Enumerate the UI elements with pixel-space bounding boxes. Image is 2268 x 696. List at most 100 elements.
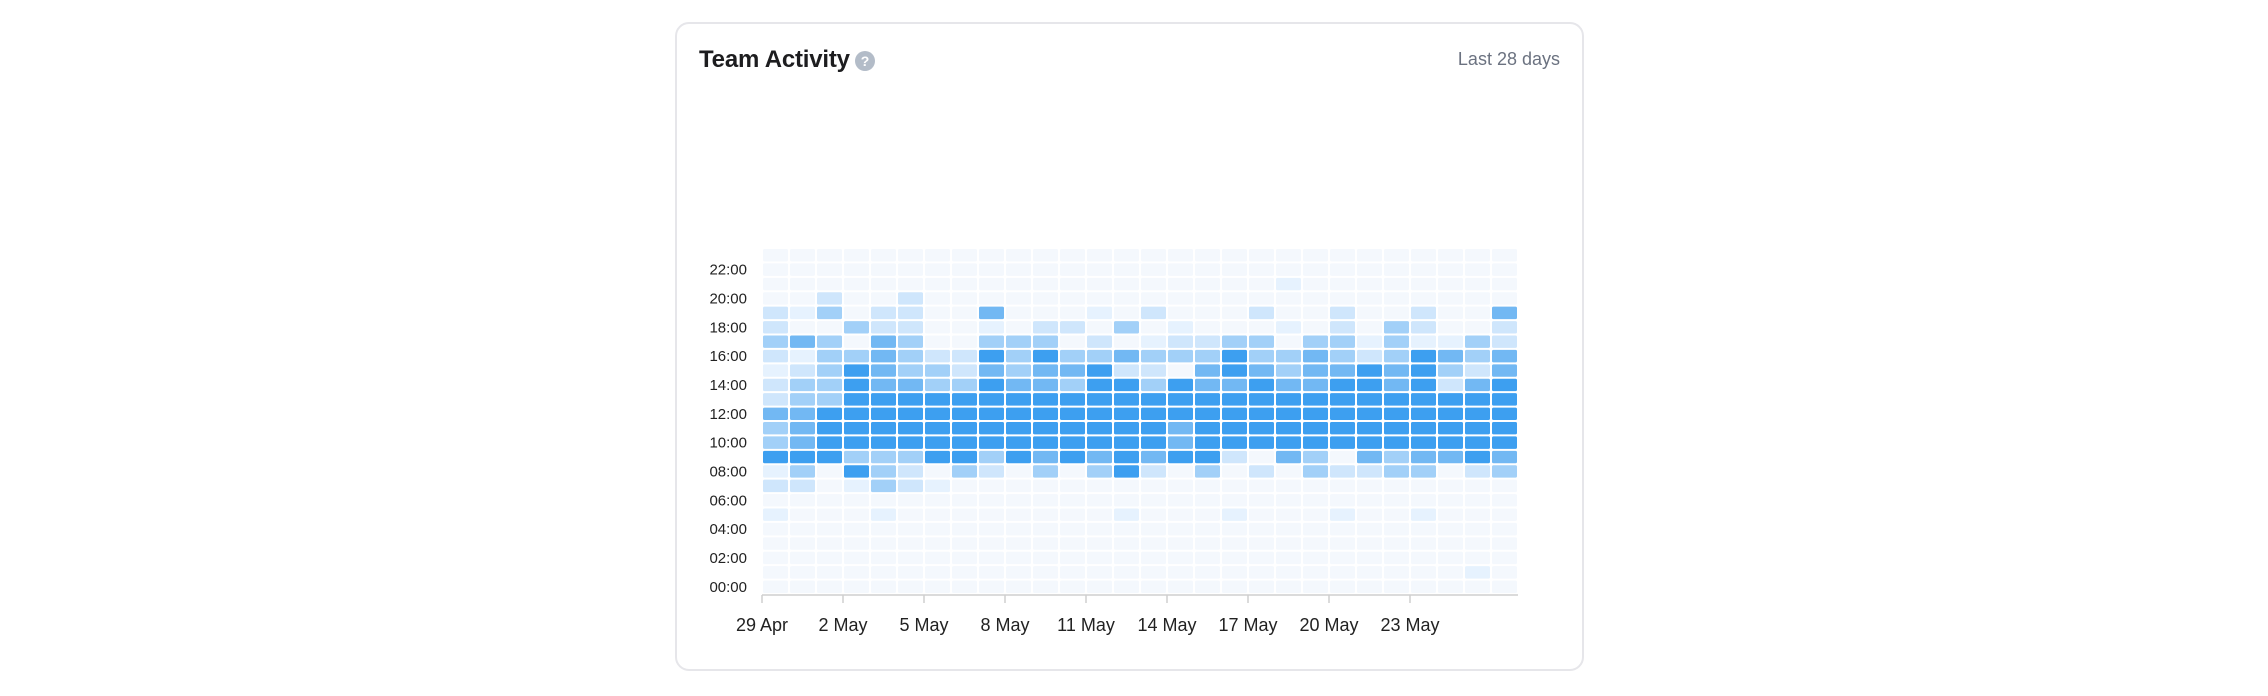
- heatmap-cell[interactable]: [1465, 249, 1490, 262]
- heatmap-cell[interactable]: [1222, 494, 1247, 507]
- heatmap-cell[interactable]: [790, 393, 815, 406]
- heatmap-cell[interactable]: [898, 436, 923, 449]
- heatmap-cell[interactable]: [1276, 566, 1301, 579]
- heatmap-cell[interactable]: [763, 436, 788, 449]
- heatmap-cell[interactable]: [979, 277, 1004, 291]
- heatmap-cell[interactable]: [1195, 479, 1220, 493]
- heatmap-cell[interactable]: [1006, 494, 1031, 507]
- heatmap-cell[interactable]: [1222, 335, 1247, 348]
- heatmap-cell[interactable]: [979, 263, 1004, 276]
- heatmap-cell[interactable]: [1006, 566, 1031, 579]
- heatmap-cell[interactable]: [1357, 508, 1382, 521]
- heatmap-cell[interactable]: [1087, 263, 1112, 276]
- heatmap-cell[interactable]: [1249, 306, 1274, 320]
- heatmap-cell[interactable]: [1492, 378, 1517, 392]
- heatmap-cell[interactable]: [844, 263, 869, 276]
- heatmap-cell[interactable]: [1249, 277, 1274, 291]
- heatmap-cell[interactable]: [952, 393, 977, 406]
- heatmap-cell[interactable]: [763, 508, 788, 521]
- heatmap-cell[interactable]: [1222, 566, 1247, 579]
- heatmap-cell[interactable]: [1465, 494, 1490, 507]
- heatmap-cell[interactable]: [844, 407, 869, 420]
- heatmap-cell[interactable]: [1384, 364, 1409, 377]
- heatmap-cell[interactable]: [871, 551, 896, 565]
- heatmap-cell[interactable]: [1141, 378, 1166, 392]
- heatmap-cell[interactable]: [1141, 292, 1166, 305]
- heatmap-cell[interactable]: [1357, 306, 1382, 320]
- heatmap-cell[interactable]: [844, 321, 869, 334]
- heatmap-cell[interactable]: [817, 349, 842, 363]
- heatmap-cell[interactable]: [1168, 277, 1193, 291]
- heatmap-cell[interactable]: [1087, 335, 1112, 348]
- heatmap-cell[interactable]: [1303, 436, 1328, 449]
- heatmap-cell[interactable]: [1114, 436, 1139, 449]
- heatmap-cell[interactable]: [898, 378, 923, 392]
- heatmap-cell[interactable]: [898, 335, 923, 348]
- heatmap-cell[interactable]: [1465, 522, 1490, 536]
- heatmap-cell[interactable]: [790, 422, 815, 435]
- heatmap-cell[interactable]: [844, 551, 869, 565]
- heatmap-cell[interactable]: [790, 450, 815, 464]
- heatmap-cell[interactable]: [817, 407, 842, 420]
- heatmap-cell[interactable]: [1249, 263, 1274, 276]
- heatmap-cell[interactable]: [1222, 292, 1247, 305]
- heatmap-cell[interactable]: [817, 465, 842, 478]
- heatmap-cell[interactable]: [1168, 306, 1193, 320]
- question-circle-icon[interactable]: ?: [855, 51, 875, 71]
- heatmap-cell[interactable]: [1438, 393, 1463, 406]
- heatmap-cell[interactable]: [763, 407, 788, 420]
- heatmap-cell[interactable]: [790, 580, 815, 593]
- heatmap-cell[interactable]: [817, 249, 842, 262]
- heatmap-cell[interactable]: [844, 566, 869, 579]
- heatmap-cell[interactable]: [1384, 393, 1409, 406]
- heatmap-cell[interactable]: [1411, 407, 1436, 420]
- heatmap-cell[interactable]: [817, 494, 842, 507]
- heatmap-cell[interactable]: [979, 393, 1004, 406]
- heatmap-cell[interactable]: [1060, 349, 1085, 363]
- heatmap-cell[interactable]: [1357, 566, 1382, 579]
- heatmap-cell[interactable]: [1114, 249, 1139, 262]
- heatmap-cell[interactable]: [1087, 537, 1112, 550]
- heatmap-cell[interactable]: [1357, 349, 1382, 363]
- heatmap-cell[interactable]: [1060, 335, 1085, 348]
- heatmap-cell[interactable]: [898, 277, 923, 291]
- heatmap-cell[interactable]: [1492, 263, 1517, 276]
- heatmap-cell[interactable]: [1303, 551, 1328, 565]
- heatmap-cell[interactable]: [1141, 450, 1166, 464]
- heatmap-cell[interactable]: [1195, 494, 1220, 507]
- heatmap-cell[interactable]: [1060, 407, 1085, 420]
- heatmap-cell[interactable]: [844, 494, 869, 507]
- heatmap-cell[interactable]: [1060, 450, 1085, 464]
- heatmap-cell[interactable]: [925, 306, 950, 320]
- heatmap-cell[interactable]: [1303, 537, 1328, 550]
- heatmap-cell[interactable]: [763, 292, 788, 305]
- heatmap-cell[interactable]: [1249, 393, 1274, 406]
- heatmap-cell[interactable]: [790, 494, 815, 507]
- heatmap-cell[interactable]: [817, 422, 842, 435]
- heatmap-cell[interactable]: [844, 335, 869, 348]
- heatmap-cell[interactable]: [871, 407, 896, 420]
- heatmap-cell[interactable]: [817, 537, 842, 550]
- heatmap-cell[interactable]: [1114, 335, 1139, 348]
- heatmap-cell[interactable]: [1276, 551, 1301, 565]
- heatmap-cell[interactable]: [1438, 335, 1463, 348]
- heatmap-cell[interactable]: [1033, 393, 1058, 406]
- heatmap-cell[interactable]: [1060, 580, 1085, 593]
- heatmap-cell[interactable]: [1141, 551, 1166, 565]
- heatmap-cell[interactable]: [1141, 249, 1166, 262]
- heatmap-cell[interactable]: [925, 494, 950, 507]
- heatmap-cell[interactable]: [763, 349, 788, 363]
- heatmap-cell[interactable]: [1195, 277, 1220, 291]
- heatmap-cell[interactable]: [1168, 364, 1193, 377]
- heatmap-cell[interactable]: [1033, 321, 1058, 334]
- heatmap-cell[interactable]: [1060, 364, 1085, 377]
- heatmap-cell[interactable]: [952, 494, 977, 507]
- heatmap-cell[interactable]: [1033, 378, 1058, 392]
- heatmap-cell[interactable]: [979, 306, 1004, 320]
- heatmap-cell[interactable]: [979, 364, 1004, 377]
- heatmap-cell[interactable]: [790, 335, 815, 348]
- heatmap-cell[interactable]: [898, 508, 923, 521]
- heatmap-cell[interactable]: [1411, 263, 1436, 276]
- heatmap-cell[interactable]: [763, 321, 788, 334]
- heatmap-cell[interactable]: [1087, 249, 1112, 262]
